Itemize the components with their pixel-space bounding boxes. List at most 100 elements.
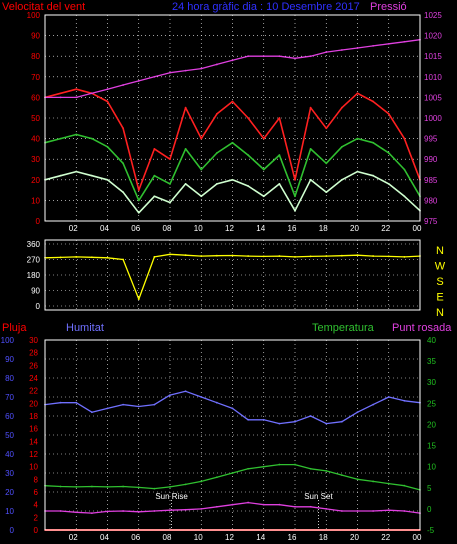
data-point-wind_avg-18	[325, 162, 328, 165]
y-tick-left-20: 20	[31, 176, 40, 185]
data-point-dewpoint-7	[153, 510, 156, 512]
x-tick-label-22: 22	[381, 533, 390, 542]
data-point-wind_min-5	[122, 191, 125, 194]
data-point-temperature-14	[262, 465, 265, 468]
data-point-pressure-10	[200, 67, 203, 70]
data-point-humidity-19	[340, 420, 343, 423]
direction-plot-frame	[44, 239, 421, 311]
data-point-wind_avg-2	[75, 133, 78, 136]
x-tick-label-02: 02	[69, 533, 78, 542]
direction-panel: 0 N 90 E 180 S 270 W 360 N	[27, 239, 446, 319]
humidity-tick-70: 70	[5, 393, 14, 402]
rain-tick-26: 26	[29, 361, 38, 370]
data-point-pressure-16	[294, 57, 296, 60]
data-point-temperature-3	[90, 485, 93, 488]
data-point-temperature-4	[106, 486, 109, 488]
y-tick-left-100: 100	[27, 11, 41, 20]
wind-plot-frame	[44, 14, 421, 222]
humidity-tick-30: 30	[5, 469, 14, 478]
data-point-temperature-13	[247, 467, 250, 470]
dewpoint-label: Punt rosada	[392, 322, 452, 334]
data-point-pressure-23	[403, 40, 406, 43]
y-tick-right-1000: 1000	[424, 114, 442, 123]
data-point-wind_avg-9	[184, 148, 187, 150]
rain-tick-28: 28	[29, 349, 38, 358]
data-point-wind_avg-3	[90, 137, 93, 140]
y-tick-left-40: 40	[31, 135, 40, 144]
data-point-pressure-9	[184, 69, 187, 72]
data-point-dewpoint-20	[356, 510, 359, 512]
x-tick-label-12: 12	[225, 224, 234, 233]
data-point-wind_avg-14	[262, 168, 265, 171]
data-point-wind_min-9	[184, 183, 187, 185]
humidity-tick-80: 80	[5, 374, 14, 383]
data-point-dewpoint-2	[75, 511, 78, 514]
temp-tick-40: 40	[427, 336, 436, 345]
data-point-dewpoint-19	[340, 510, 343, 512]
data-point-direction-2	[75, 256, 78, 258]
data-point-pressure-1	[59, 96, 62, 99]
data-point-pressure-21	[372, 45, 375, 47]
compass-letter-0: N	[436, 307, 444, 319]
data-point-humidity-20	[356, 411, 359, 414]
x-tick-label-02: 02	[69, 224, 78, 233]
compass-letter-2: S	[436, 276, 443, 288]
temperature-label: Temperatura	[312, 322, 375, 334]
data-point-humidity-22	[387, 396, 390, 398]
y-tick-left-60: 60	[31, 93, 40, 102]
y-tick-left-0: 0	[36, 217, 41, 226]
x-tick-label-06: 06	[131, 533, 140, 542]
data-point-wind_max-9	[184, 106, 187, 109]
data-point-humidity-9	[184, 390, 187, 393]
data-point-pressure-17	[309, 55, 312, 58]
data-point-wind_min-16	[294, 209, 296, 212]
humidity-tick-90: 90	[5, 355, 14, 364]
rain-tick-6: 6	[34, 488, 39, 497]
y-tick-360: 360	[27, 240, 41, 249]
rain-tick-2: 2	[34, 513, 39, 522]
wind-pressure-panel: Velocitat del vent 24 hora gràfic dia : …	[2, 1, 442, 233]
x-tick-label-04: 04	[100, 224, 109, 233]
rain-tick-10: 10	[29, 463, 38, 472]
wind-speed-axis-title: Velocitat del vent	[2, 1, 85, 13]
humidity-tick-50: 50	[5, 431, 14, 440]
data-point-temperature-10	[200, 480, 203, 483]
rain-tick-12: 12	[29, 450, 38, 459]
data-point-wind_max-17	[309, 106, 312, 109]
x-tick-label-18: 18	[319, 533, 328, 542]
data-point-direction-6	[137, 298, 140, 301]
data-point-temperature-5	[122, 485, 125, 488]
data-point-wind_min-7	[153, 195, 156, 198]
data-point-wind_avg-7	[153, 174, 156, 177]
x-tick-label-12: 12	[225, 533, 234, 542]
temp-tick-10: 10	[427, 463, 436, 472]
data-point-humidity-2	[75, 401, 78, 404]
y-tick-90: 90	[31, 287, 40, 296]
x-tick-label-10: 10	[194, 224, 203, 233]
data-point-pressure-8	[169, 71, 171, 74]
rain-tick-0: 0	[34, 526, 39, 535]
y-tick-180: 180	[27, 271, 41, 280]
data-point-dewpoint-5	[122, 510, 125, 512]
data-point-wind_max-7	[153, 148, 156, 150]
data-point-wind_avg-10	[200, 168, 203, 171]
data-point-pressure-2	[75, 96, 78, 99]
data-point-wind_max-20	[356, 92, 359, 95]
data-point-wind_avg-21	[372, 141, 375, 144]
data-point-pressure-20	[356, 47, 359, 49]
data-point-wind_min-22	[387, 183, 390, 185]
data-point-direction-21	[372, 255, 375, 257]
data-point-wind_max-12	[231, 100, 234, 103]
y-tick-right-980: 980	[424, 196, 438, 205]
sun-annotation-1: Sun Set	[304, 492, 333, 501]
data-point-direction-8	[169, 253, 171, 256]
data-point-temperature-8	[169, 486, 171, 488]
rain-tick-18: 18	[29, 412, 38, 421]
data-point-humidity-3	[90, 411, 93, 414]
x-tick-label-10: 10	[194, 533, 203, 542]
data-point-pressure-4	[106, 88, 109, 91]
data-point-humidity-4	[106, 407, 109, 410]
data-point-wind_min-17	[309, 178, 312, 181]
data-point-direction-14	[262, 255, 265, 258]
y-tick-270: 270	[27, 256, 41, 265]
